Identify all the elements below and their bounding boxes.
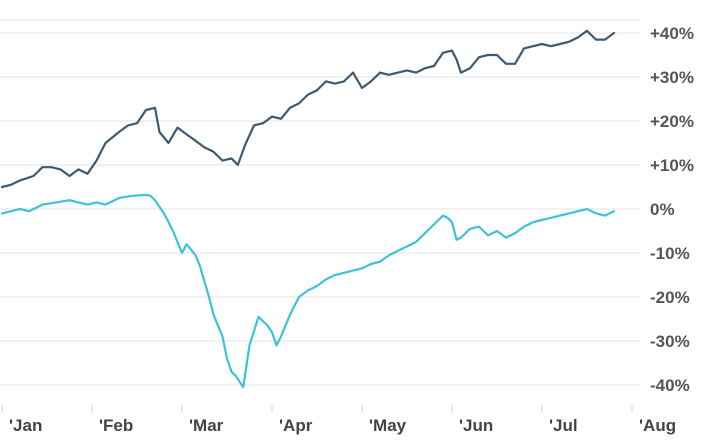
- series-line-2: [0, 193, 616, 389]
- x-tick-label: 'Apr: [279, 416, 313, 435]
- x-tick-label: 'Jan: [9, 416, 42, 435]
- x-tick-label: 'Aug: [639, 416, 676, 435]
- series-line-1: [0, 29, 616, 189]
- y-axis: +40% +30% +20% +10% 0% -10% -20% -30% -40%: [650, 24, 694, 395]
- series-lines: [0, 29, 616, 389]
- y-tick-label: 0%: [650, 200, 675, 219]
- y-tick-label: -20%: [650, 288, 690, 307]
- y-tick-label: -10%: [650, 244, 690, 263]
- y-tick-label: -40%: [650, 376, 690, 395]
- x-tick-label: 'Jun: [459, 416, 493, 435]
- x-tick-label: 'Feb: [99, 416, 133, 435]
- grid: [0, 19, 640, 386]
- y-tick-label: +40%: [650, 24, 694, 43]
- y-tick-label: +20%: [650, 112, 694, 131]
- y-tick-label: +10%: [650, 156, 694, 175]
- x-tick-label: 'Jul: [549, 416, 578, 435]
- y-tick-label: -30%: [650, 332, 690, 351]
- x-tick-label: 'May: [369, 416, 407, 435]
- x-tick-label: 'Mar: [189, 416, 224, 435]
- x-axis: 'Jan 'Feb 'Mar 'Apr 'May 'Jun 'Jul 'Aug: [1, 405, 676, 435]
- y-tick-label: +30%: [650, 68, 694, 87]
